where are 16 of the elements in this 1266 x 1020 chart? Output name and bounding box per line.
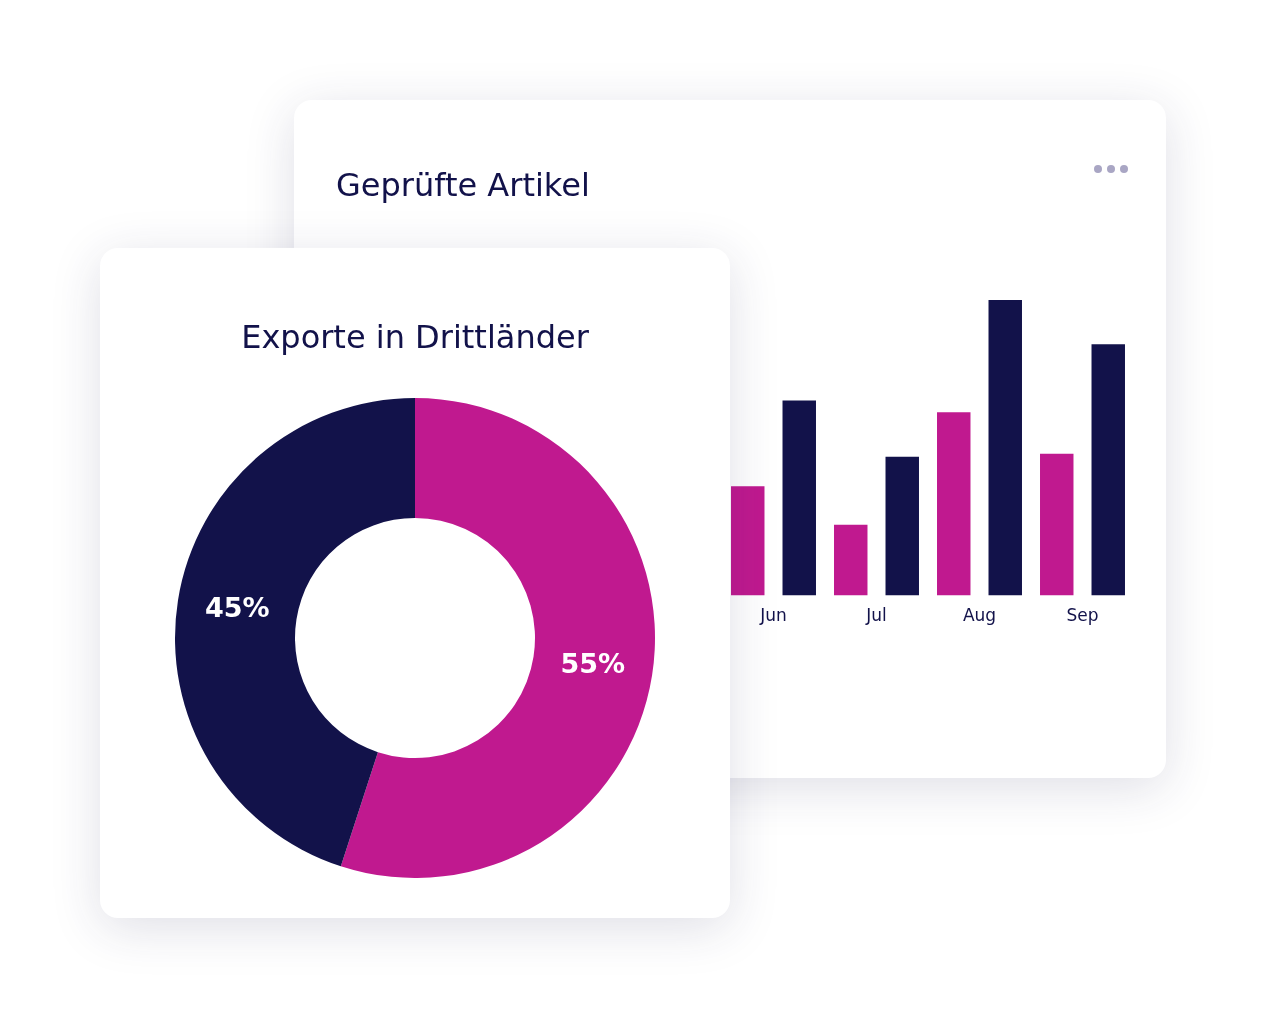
- bar: [988, 300, 1022, 596]
- chart-title: Exporte in Drittländer: [240, 318, 590, 356]
- bar: [1091, 344, 1125, 596]
- bar: [885, 456, 919, 596]
- data-label: 55%: [560, 648, 626, 680]
- bar: [731, 486, 765, 596]
- data-label: 45%: [204, 591, 270, 623]
- bar: [782, 400, 816, 596]
- x-tick-label: Jun: [759, 605, 787, 626]
- x-tick-label: Jul: [865, 605, 887, 626]
- bar: [1040, 453, 1074, 596]
- bar: [937, 412, 971, 596]
- x-tick-label: Sep: [1066, 605, 1099, 626]
- bar: [834, 524, 868, 596]
- text: Geprüfte Artikel: [336, 166, 590, 204]
- x-tick-label: Aug: [962, 605, 997, 626]
